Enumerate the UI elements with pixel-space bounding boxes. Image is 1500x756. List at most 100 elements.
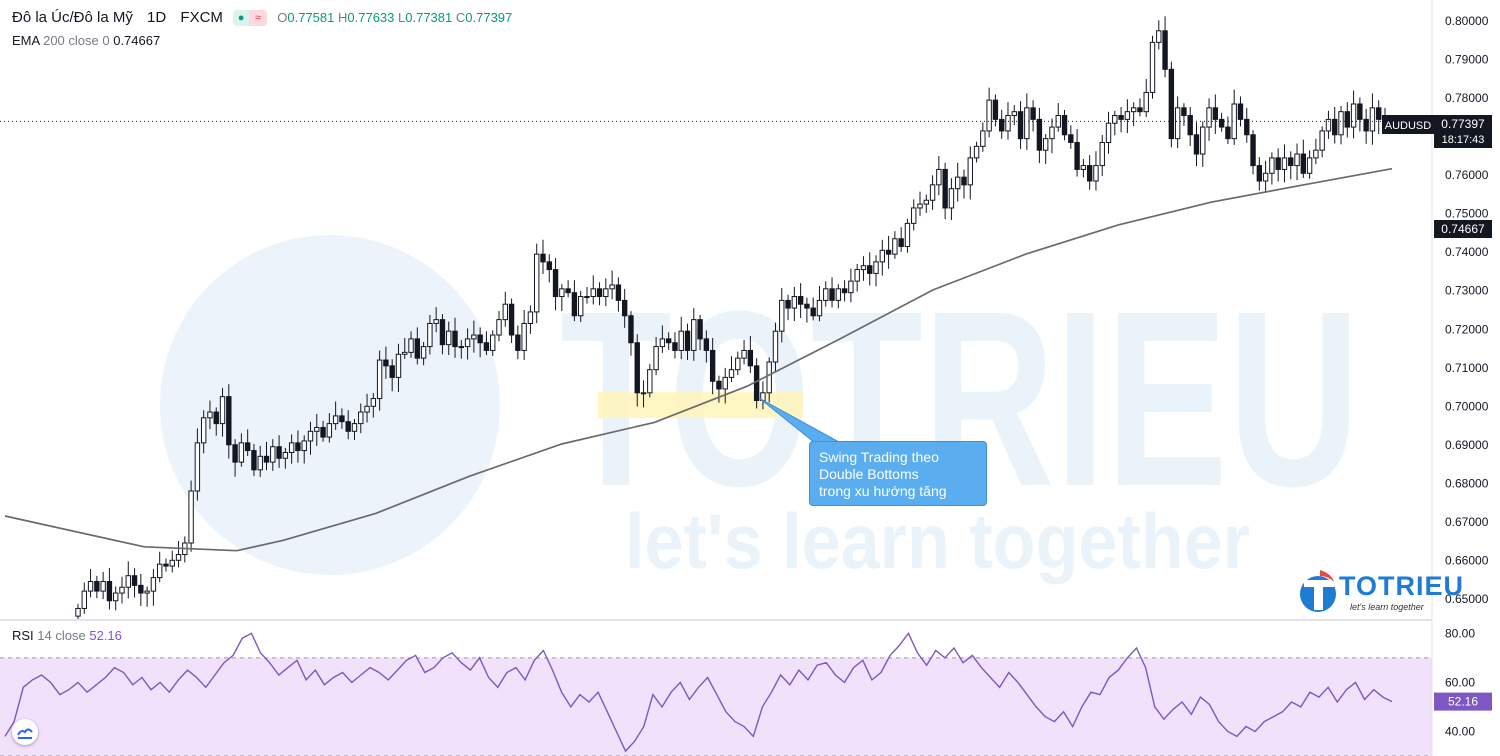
market-status-pill[interactable]: ● ≈ <box>233 10 268 27</box>
candle <box>156 551 163 583</box>
candle <box>1269 152 1275 185</box>
candle <box>559 284 565 312</box>
annotation-callout[interactable]: Swing Trading theo Double Bottoms trong … <box>809 441 987 506</box>
candle <box>829 277 835 308</box>
candle <box>439 314 446 355</box>
candle <box>314 414 320 446</box>
candle <box>527 305 534 334</box>
candle <box>339 408 345 429</box>
candle <box>395 343 402 392</box>
candle <box>1200 121 1206 167</box>
candle <box>1357 97 1363 132</box>
candle <box>640 380 647 408</box>
candle <box>188 480 194 552</box>
candle <box>1005 102 1011 140</box>
candle <box>1256 157 1263 191</box>
candle <box>1156 20 1162 50</box>
candle <box>402 337 408 359</box>
candle <box>502 291 508 327</box>
pane-separator[interactable] <box>0 619 1432 621</box>
candle <box>219 388 226 437</box>
candle <box>860 256 867 281</box>
candle <box>200 410 207 454</box>
candle <box>263 441 270 471</box>
candle <box>427 314 433 355</box>
price-tick-label: 0.80000 <box>1445 14 1489 28</box>
price-tick-label: 0.67000 <box>1445 515 1489 529</box>
candle <box>175 541 182 568</box>
candle <box>898 227 904 252</box>
rsi-chart[interactable]: 80.00 60.00 40.00 52.16 <box>0 621 1500 756</box>
price-tick-label: 0.74000 <box>1445 245 1489 259</box>
candle <box>458 340 465 359</box>
candle <box>980 122 986 152</box>
rsi-legend[interactable]: RSI 14 close 52.16 <box>12 628 122 643</box>
ema-200-line <box>4 167 1393 552</box>
candle <box>420 341 427 366</box>
callout-line-1: Swing Trading theo <box>819 449 939 465</box>
candle <box>389 359 395 392</box>
candle <box>282 447 289 469</box>
candle <box>414 327 421 365</box>
tradingview-logo-icon[interactable] <box>12 719 38 745</box>
candle <box>772 322 779 373</box>
candle <box>1319 126 1325 158</box>
candle <box>565 280 571 298</box>
exchange-label: FXCM <box>180 9 223 26</box>
ema-legend-value: 0.74667 <box>113 33 161 48</box>
candle <box>955 162 961 202</box>
price-axis[interactable]: 0.800000.790000.780000.770000.760000.750… <box>1445 14 1489 606</box>
candle <box>1011 105 1017 126</box>
candle <box>785 294 791 321</box>
candle <box>1168 61 1175 148</box>
candle <box>697 315 703 351</box>
candle <box>226 384 232 459</box>
candle <box>477 327 483 358</box>
candle <box>1332 106 1338 144</box>
rsi-legend-params: 14 close <box>37 628 86 643</box>
candle <box>1149 35 1156 99</box>
candle <box>741 339 747 365</box>
candle <box>490 330 496 356</box>
symbol-legend: Đô la Úc/Đô la Mỹ 1D FXCM ● ≈ O0.77581 H0… <box>12 9 512 27</box>
last-price-tag: AUDUSD 0.77397 18:17:43 <box>1382 115 1492 148</box>
market-open-icon: ● <box>233 10 250 27</box>
candle <box>244 429 251 457</box>
candle <box>1068 125 1074 149</box>
candle <box>854 263 860 292</box>
candle <box>257 445 263 477</box>
candle <box>521 310 527 361</box>
candle <box>276 435 282 468</box>
candle <box>703 330 710 363</box>
candle <box>345 410 351 440</box>
candle <box>841 280 848 302</box>
candle <box>735 351 741 376</box>
candle <box>1112 110 1118 136</box>
price-tick-label: 0.69000 <box>1445 438 1489 452</box>
rsi-band <box>0 657 1432 756</box>
delayed-data-icon: ≈ <box>249 10 268 27</box>
candle <box>94 575 100 599</box>
logo-emblem-icon <box>1300 570 1336 612</box>
ema-tag-value: 0.74667 <box>1441 222 1485 236</box>
candle <box>113 586 119 611</box>
candle <box>452 317 458 358</box>
rsi-tick-label: 60.00 <box>1445 675 1475 689</box>
candle <box>634 334 640 407</box>
candle <box>628 311 634 356</box>
candle <box>1055 103 1061 132</box>
candle <box>810 297 816 321</box>
candle <box>936 155 942 196</box>
candle <box>1212 94 1219 134</box>
ema-legend[interactable]: EMA 200 close 0 0.74667 <box>12 33 160 48</box>
candle <box>194 428 201 501</box>
candle <box>684 323 691 361</box>
interval-label[interactable]: 1D <box>147 9 167 26</box>
price-chart[interactable]: TOTRIEU let's learn together 0.80000 0.79… <box>0 0 1500 620</box>
open-value: 0.77581 <box>287 10 335 25</box>
symbol-name[interactable]: Đô la Úc/Đô la Mỹ <box>12 9 133 26</box>
candle <box>1363 108 1369 144</box>
candle <box>471 320 477 353</box>
price-tick-label: 0.79000 <box>1445 53 1489 67</box>
rsi-axis[interactable]: 80.00 60.00 40.00 <box>1445 626 1475 738</box>
